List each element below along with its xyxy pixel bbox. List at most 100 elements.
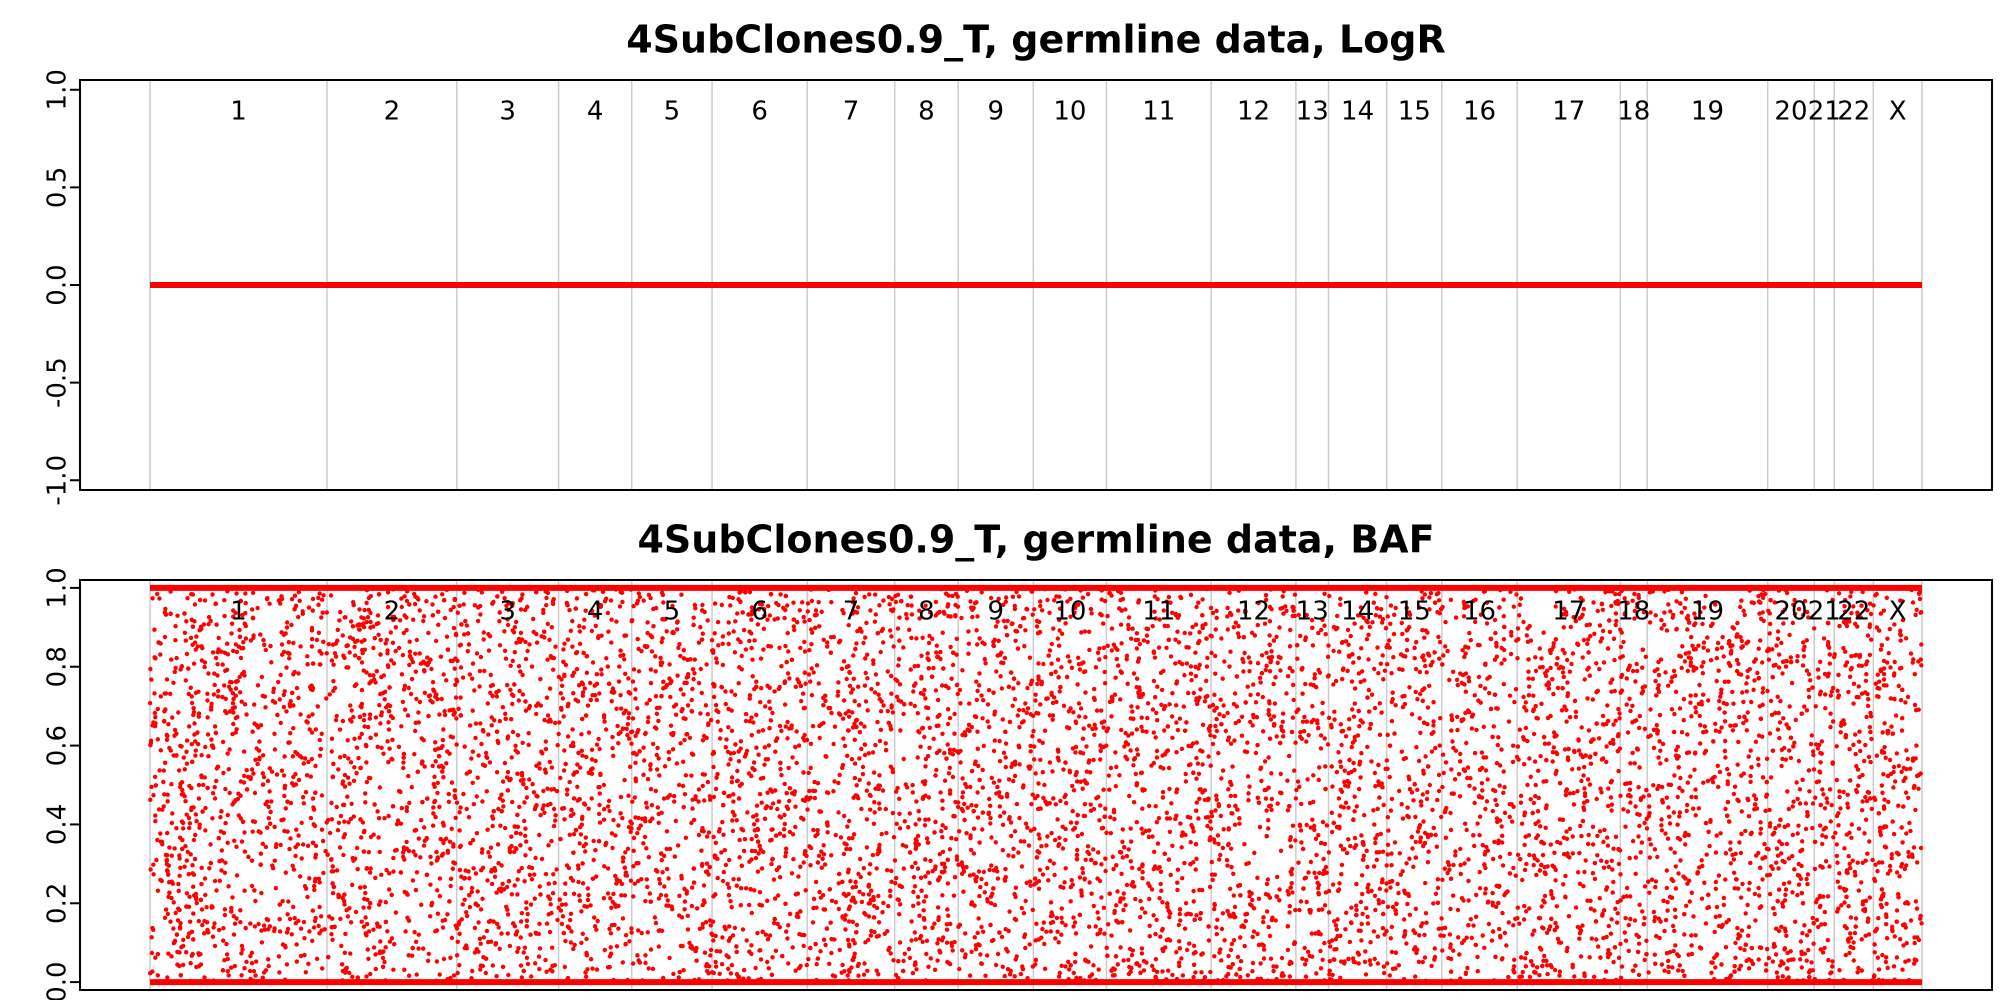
baf-point [740, 654, 744, 658]
baf-point [592, 839, 596, 843]
baf-point [626, 794, 630, 798]
baf-point [1303, 962, 1307, 966]
baf-point [1630, 704, 1634, 708]
baf-point [397, 745, 401, 749]
baf-point [457, 963, 461, 967]
baf-point [1463, 651, 1467, 655]
baf-point [1196, 761, 1200, 765]
baf-point [1445, 871, 1449, 875]
baf-point [1755, 671, 1759, 675]
baf-point [635, 601, 639, 605]
baf-point [1250, 969, 1254, 973]
baf-point [267, 602, 271, 606]
baf-point [334, 641, 338, 645]
baf-point [416, 710, 420, 714]
baf-point [1547, 741, 1551, 745]
baf-point [340, 962, 344, 966]
baf-point [812, 670, 816, 674]
baf-point [324, 696, 328, 700]
baf-point [672, 794, 676, 798]
baf-point [150, 935, 154, 939]
baf-point [1277, 887, 1281, 891]
baf-point [1389, 863, 1393, 867]
baf-point [1256, 796, 1260, 800]
y-tick-label: 0.5 [43, 167, 73, 208]
baf-point [1490, 891, 1494, 895]
baf-point [1717, 873, 1721, 877]
baf-point [1186, 744, 1190, 748]
baf-point [1175, 881, 1179, 885]
baf-point [261, 842, 265, 846]
baf-point [892, 835, 896, 839]
baf-point [1129, 637, 1133, 641]
baf-point [153, 775, 157, 779]
baf-point [1105, 946, 1109, 950]
baf-point [363, 891, 367, 895]
baf-point [952, 732, 956, 736]
baf-point [904, 844, 908, 848]
baf-point [478, 937, 482, 941]
baf-point [1602, 828, 1606, 832]
baf-point [1226, 954, 1230, 958]
baf-point [1099, 862, 1103, 866]
baf-point [207, 866, 211, 870]
baf-point [1317, 765, 1321, 769]
baf-point [249, 638, 253, 642]
baf-point [647, 855, 651, 859]
baf-point [1330, 811, 1334, 815]
baf-point [897, 615, 901, 619]
baf-point [1373, 841, 1377, 845]
baf-point [656, 805, 660, 809]
baf-point [1676, 745, 1680, 749]
baf-point [1225, 979, 1229, 983]
baf-point [645, 644, 649, 648]
baf-point [1807, 688, 1811, 692]
baf-point [1156, 841, 1160, 845]
baf-point [348, 650, 352, 654]
baf-point [163, 635, 167, 639]
baf-point [1822, 636, 1826, 640]
baf-point [1624, 916, 1628, 920]
baf-point [1233, 691, 1237, 695]
baf-point [889, 869, 893, 873]
baf-point [1225, 711, 1229, 715]
baf-point [521, 741, 525, 745]
baf-point [550, 946, 554, 950]
baf-point [208, 842, 212, 846]
baf-point [157, 807, 161, 811]
baf-point [1084, 858, 1088, 862]
baf-point [1779, 641, 1783, 645]
baf-point [1496, 743, 1500, 747]
baf-point [810, 693, 814, 697]
baf-point [1317, 871, 1321, 875]
baf-point [222, 614, 226, 618]
baf-point [479, 655, 483, 659]
baf-point [273, 747, 277, 751]
baf-point [836, 693, 840, 697]
baf-point [583, 849, 587, 853]
baf-point [1723, 719, 1727, 723]
baf-point [1269, 771, 1273, 775]
baf-point [1712, 977, 1716, 981]
baf-point [1541, 779, 1545, 783]
baf-point [617, 664, 621, 668]
baf-point [1189, 664, 1193, 668]
baf-point [1322, 592, 1326, 596]
baf-point [621, 916, 625, 920]
baf-point [1689, 714, 1693, 718]
baf-point [951, 663, 955, 667]
baf-point [1281, 734, 1285, 738]
baf-point [170, 811, 174, 815]
baf-point [1826, 938, 1830, 942]
baf-point [1256, 692, 1260, 696]
baf-point [621, 859, 625, 863]
baf-point [563, 892, 567, 896]
baf-point [788, 786, 792, 790]
baf-point [1655, 723, 1659, 727]
baf-point [358, 736, 362, 740]
baf-point [448, 976, 452, 980]
baf-point [1286, 674, 1290, 678]
baf-point [625, 978, 629, 982]
baf-point [1145, 633, 1149, 637]
baf-point [1059, 964, 1063, 968]
